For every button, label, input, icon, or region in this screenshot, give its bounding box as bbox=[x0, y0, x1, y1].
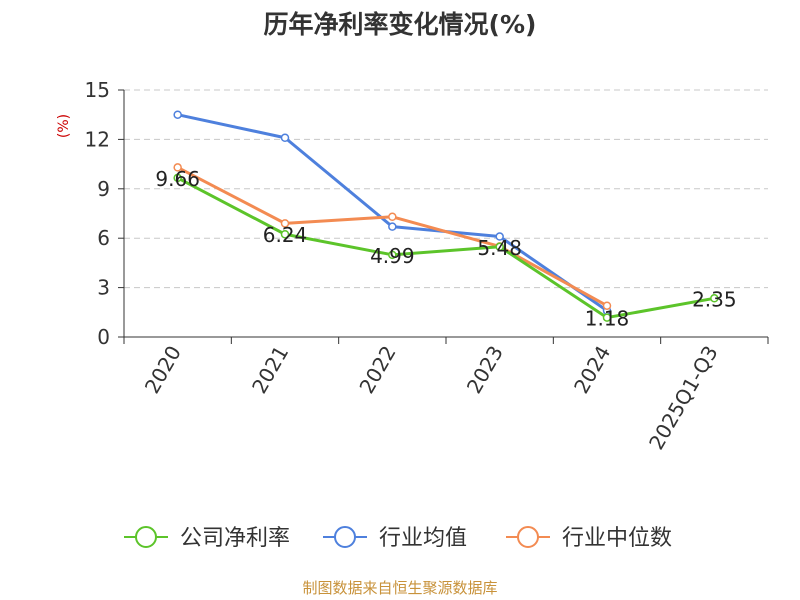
legend-swatch-marker bbox=[517, 526, 539, 548]
legend-swatch-marker bbox=[135, 526, 157, 548]
y-tick-label: 3 bbox=[97, 276, 110, 300]
series-line bbox=[176, 176, 715, 320]
data-point bbox=[388, 222, 397, 231]
series-line bbox=[176, 166, 608, 308]
y-tick-label: 9 bbox=[97, 177, 110, 201]
data-label: 2.35 bbox=[692, 287, 737, 311]
legend-label: 行业中位数 bbox=[562, 526, 672, 551]
data-point bbox=[388, 212, 397, 222]
y-tick-label: 15 bbox=[85, 78, 110, 102]
data-point bbox=[495, 232, 504, 241]
data-point bbox=[280, 133, 290, 143]
legend-label: 行业均值 bbox=[379, 526, 467, 551]
legend-item: 公司净利率 bbox=[124, 526, 290, 551]
data-label: 6.24 bbox=[263, 223, 308, 247]
y-tick-label: 0 bbox=[97, 325, 110, 349]
data-point bbox=[602, 301, 612, 310]
legend-label: 公司净利率 bbox=[180, 526, 290, 551]
x-tick-label: 2023 bbox=[462, 342, 508, 398]
x-tick-label: 2025Q1-Q3 bbox=[644, 342, 723, 454]
legend-swatch-marker bbox=[334, 526, 356, 548]
x-tick-label: 2022 bbox=[354, 342, 400, 398]
y-tick-label: 12 bbox=[85, 127, 110, 151]
data-point bbox=[495, 242, 504, 252]
legend: 公司净利率 行业均值 行业中位数 bbox=[124, 526, 672, 551]
source-footer: 制图数据来自恒生聚源数据库 bbox=[302, 579, 497, 597]
data-label: 1.18 bbox=[585, 307, 630, 331]
data-point bbox=[173, 110, 182, 119]
y-axis-label: (%) bbox=[56, 114, 72, 138]
y-tick-label: 6 bbox=[97, 226, 110, 250]
data-point bbox=[173, 163, 182, 172]
x-tick-label: 2021 bbox=[247, 342, 293, 398]
legend-item: 行业中位数 bbox=[506, 526, 672, 551]
data-point bbox=[710, 294, 719, 303]
chart-title: 历年净利率变化情况(%) bbox=[264, 10, 537, 39]
data-point bbox=[280, 229, 290, 239]
legend-item: 行业均值 bbox=[323, 526, 467, 551]
x-tick-label: 2024 bbox=[569, 342, 615, 398]
x-tick-label: 2020 bbox=[140, 342, 186, 398]
data-point bbox=[280, 219, 290, 228]
data-label: 4.99 bbox=[370, 244, 415, 268]
data-label: 9.66 bbox=[155, 167, 200, 191]
data-point bbox=[388, 250, 397, 260]
data-point bbox=[173, 173, 182, 183]
data-label: 5.48 bbox=[477, 236, 522, 260]
data-point bbox=[602, 313, 612, 322]
